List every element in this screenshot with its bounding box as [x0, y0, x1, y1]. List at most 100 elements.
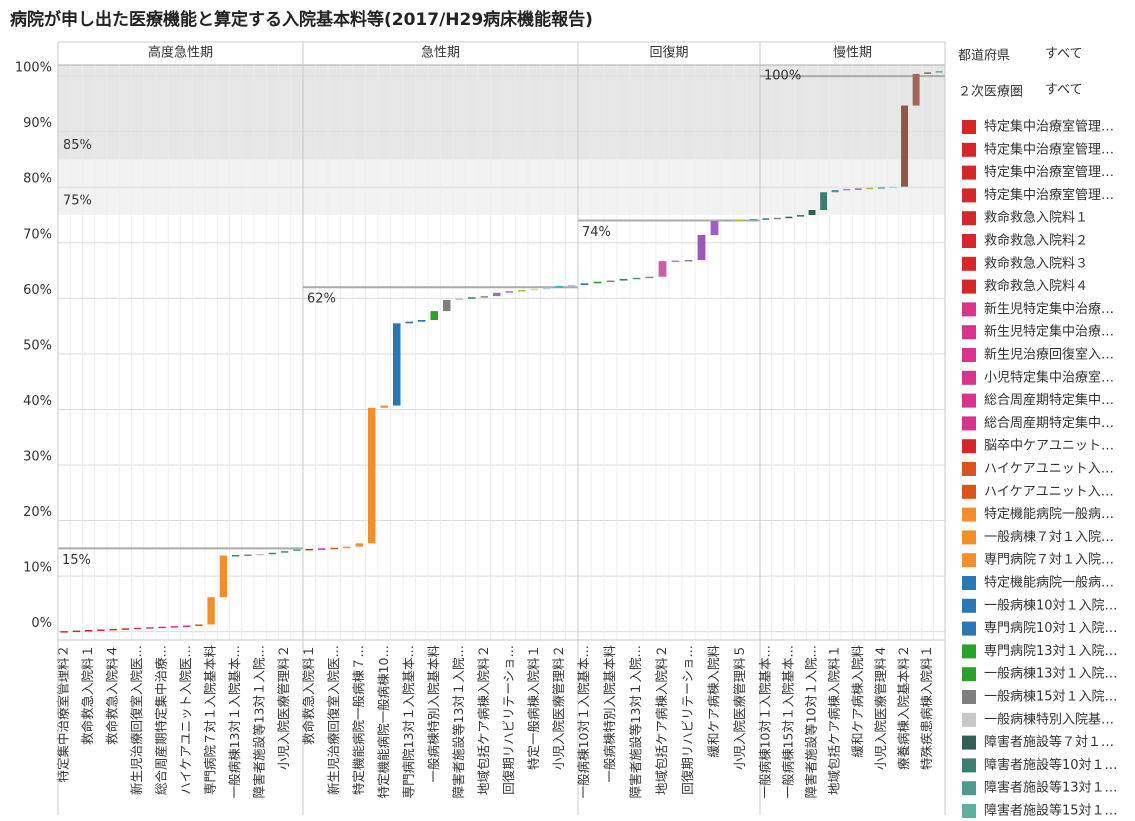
x-tick-label: 一般病棟15対１入院基本… — [780, 645, 795, 798]
legend-label: 専門病院10対１入院… — [984, 621, 1118, 636]
legend-label: 救命救急入院料４ — [984, 278, 1088, 294]
waterfall-bar — [749, 218, 758, 221]
legend-swatch — [962, 370, 976, 385]
waterfall-bar — [330, 547, 338, 550]
y-tick-label: 60% — [23, 283, 52, 298]
filter-value: すべて — [1045, 47, 1083, 62]
waterfall-bar — [182, 625, 191, 628]
waterfall-bar — [645, 276, 654, 279]
waterfall-bar — [723, 220, 732, 222]
waterfall-bar — [133, 627, 142, 630]
legend-swatch — [962, 621, 976, 636]
legend-swatch — [962, 484, 976, 499]
waterfall-bar — [606, 280, 615, 283]
waterfall-bar — [355, 543, 363, 547]
x-tick-label: 小児入院医療管理料２ — [551, 645, 566, 770]
waterfall-bar — [109, 628, 117, 631]
waterfall-bar — [697, 235, 706, 260]
x-tick-label: 回復期リハビリテーショ… — [501, 645, 516, 795]
waterfall-bar — [455, 298, 463, 300]
legend-swatch — [962, 439, 976, 454]
legend-swatch — [962, 507, 976, 522]
panel-header: 急性期 — [421, 46, 460, 61]
waterfall-bar — [393, 323, 401, 406]
legend-label: 特定集中治療室管理… — [984, 141, 1114, 157]
x-tick-label: 地域包括ケア病棟入院料２ — [654, 645, 669, 795]
legend-label: 特定集中治療室管理… — [984, 119, 1114, 135]
legend-swatch — [962, 256, 976, 271]
legend-swatch — [962, 667, 976, 682]
y-tick-label: 70% — [23, 227, 52, 242]
legend-label: 障害者施設等７対１… — [984, 734, 1114, 750]
waterfall-bar — [593, 281, 602, 284]
waterfall-bar — [935, 71, 943, 73]
legend-swatch — [962, 598, 976, 613]
legend-label: 小児特定集中治療室… — [984, 369, 1114, 385]
legend-label: 一般病棟10対１入院… — [984, 597, 1118, 613]
waterfall-bar — [418, 320, 426, 322]
x-tick-label: 小児入院医療管理料５ — [732, 645, 747, 770]
waterfall-bar — [684, 260, 693, 262]
waterfall-bar — [430, 311, 438, 320]
x-tick-label: 小児入院医療管理料２ — [276, 645, 291, 770]
waterfall-bar — [877, 187, 885, 189]
waterfall-bar — [368, 407, 376, 544]
legend-swatch — [962, 325, 976, 340]
legend-swatch — [962, 781, 976, 796]
waterfall-bar — [854, 188, 862, 190]
reference-label: 100% — [764, 69, 801, 84]
y-tick-label: 30% — [23, 450, 52, 465]
y-tick-label: 40% — [23, 394, 52, 409]
legend-label: 専門病院７対１入院… — [984, 553, 1114, 568]
legend-swatch — [962, 211, 976, 226]
x-tick-label: 専門病院７対１入院基本料 — [203, 645, 218, 796]
waterfall-bar — [530, 288, 538, 291]
legend-swatch — [962, 416, 976, 431]
waterfall-bar — [256, 553, 264, 556]
waterfall-bar — [231, 555, 240, 557]
y-tick-label: 90% — [23, 116, 52, 131]
y-tick-label: 80% — [23, 172, 52, 187]
waterfall-bar — [843, 188, 851, 191]
legend-label: 新生児治療回復室入… — [984, 347, 1114, 363]
waterfall-bar — [762, 218, 770, 220]
legend-label: 障害者施設等10対１… — [984, 757, 1118, 773]
waterfall-bar — [710, 221, 719, 235]
waterfall-bar — [518, 290, 526, 292]
x-tick-label: 障害者施設等13対１入院… — [252, 645, 267, 798]
x-tick-label: 障害者施設等13対１入院… — [451, 645, 466, 798]
waterfall-bar — [736, 219, 745, 221]
x-tick-label: 一般病棟13対１入院基本… — [227, 645, 242, 798]
legend-label: ハイケアユニット入… — [984, 484, 1114, 499]
x-tick-label: 緩和ケア病棟入院料 — [706, 645, 721, 758]
legend-label: 障害者施設等13対１… — [984, 780, 1118, 796]
x-tick-label: 救命救急入院料１ — [301, 645, 316, 745]
waterfall-bar — [343, 546, 351, 549]
waterfall-bar — [889, 186, 897, 189]
waterfall-bar — [158, 626, 166, 629]
legend-swatch — [962, 165, 976, 180]
legend-label: 特定集中治療室管理… — [984, 164, 1114, 180]
legend-label: 新生児特定集中治療… — [984, 324, 1114, 340]
y-tick-label: 0% — [31, 616, 52, 631]
legend-swatch — [962, 393, 976, 408]
x-tick-label: 特定一般病棟入院料１ — [526, 645, 541, 770]
x-tick-label: 特定集中治療室管理料２ — [56, 645, 71, 783]
x-tick-label: ハイケアユニット入院医… — [178, 645, 193, 795]
waterfall-bar — [912, 73, 920, 106]
legend-swatch — [962, 712, 976, 727]
waterfall-bar — [280, 551, 289, 553]
band — [58, 65, 945, 160]
x-tick-label: 特殊疾患病棟入院料１ — [919, 645, 934, 770]
waterfall-bar — [820, 192, 828, 210]
waterfall-bar — [773, 217, 781, 220]
waterfall-bar — [305, 548, 313, 551]
x-tick-label: 緩和ケア病棟入院料 — [850, 645, 865, 758]
waterfall-bar — [72, 630, 81, 633]
reference-label: 62% — [307, 292, 336, 307]
waterfall-bar — [901, 105, 908, 187]
x-tick-label: 療養病棟入院基本料２ — [896, 645, 911, 770]
y-tick-label: 100% — [15, 61, 52, 76]
waterfall-bar — [318, 548, 326, 550]
waterfall-bar — [146, 627, 154, 629]
